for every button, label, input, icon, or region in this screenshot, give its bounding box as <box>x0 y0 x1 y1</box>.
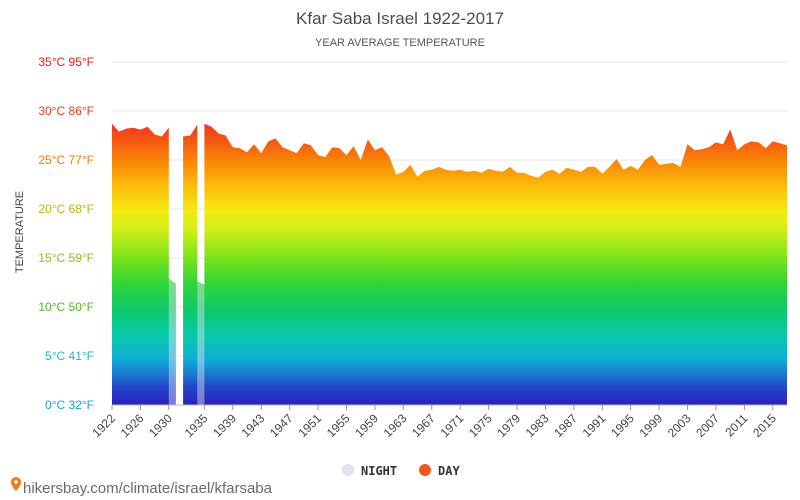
x-tick-label: 1926 <box>118 411 147 440</box>
plot-areas <box>112 123 787 405</box>
x-tick-label: 1967 <box>409 411 438 440</box>
x-tick-label: 1963 <box>381 411 410 440</box>
x-tick-label: 1999 <box>636 411 665 440</box>
x-tick-label: 1987 <box>551 411 580 440</box>
source-attribution[interactable]: hikersbay.com/climate/israel/kfarsaba <box>11 477 273 497</box>
y-tick-label: 20°C 68°F <box>38 202 94 216</box>
night-overlay <box>275 271 368 405</box>
x-tick-label: 1935 <box>182 411 211 440</box>
y-axis-label: TEMPERATURE <box>14 191 26 273</box>
x-tick-label: 2007 <box>693 411 722 440</box>
legend-night-marker <box>342 464 354 476</box>
night-overlay <box>247 283 262 405</box>
chart-title: Kfar Saba Israel 1922-2017 <box>296 9 504 28</box>
legend-day[interactable]: DAY <box>419 464 460 478</box>
night-overlay <box>112 270 176 405</box>
x-tick-label: 1971 <box>438 411 467 440</box>
night-overlay <box>382 227 787 405</box>
x-tick-label: 1975 <box>466 411 495 440</box>
x-tick-label: 1939 <box>210 411 239 440</box>
legend-night[interactable]: NIGHT <box>342 464 397 478</box>
y-tick-label: 5°C 41°F <box>45 349 94 363</box>
y-tick-label: 25°C 77°F <box>38 153 94 167</box>
y-tick-label: 0°C 32°F <box>45 398 94 412</box>
x-tick-label: 1959 <box>352 411 381 440</box>
legend-day-label: DAY <box>438 464 460 478</box>
x-tick-label: 1979 <box>494 411 523 440</box>
map-pin-dot <box>14 480 18 484</box>
x-tick-label: 1922 <box>89 411 118 440</box>
chart-subtitle: YEAR AVERAGE TEMPERATURE <box>315 37 485 49</box>
x-tick-label: 1995 <box>608 411 637 440</box>
x-axis-ticks: 1922 1926 1930 1935 1939 1943 1947 1951 1955 1959… <box>89 404 787 440</box>
y-axis-ticks: 0°C 32°F 5°C 41°F 10°C 50°F 15°C 59°F 20°C 6… <box>38 55 94 412</box>
x-tick-label: 1943 <box>239 411 268 440</box>
legend-night-label: NIGHT <box>361 464 397 478</box>
x-tick-label: 2015 <box>750 411 779 440</box>
y-tick-label: 15°C 59°F <box>38 251 94 265</box>
source-link: hikersbay.com/climate/israel/kfarsaba <box>23 480 273 497</box>
legend: NIGHT DAY <box>342 464 460 478</box>
x-tick-label: 1983 <box>523 411 552 440</box>
x-tick-label: 1951 <box>295 411 324 440</box>
x-tick-label: 1955 <box>324 411 353 440</box>
x-tick-label: 2003 <box>665 411 694 440</box>
legend-day-marker <box>419 464 431 476</box>
night-overlay <box>190 275 226 405</box>
y-tick-label: 10°C 50°F <box>38 300 94 314</box>
map-pin-icon <box>11 477 21 491</box>
y-tick-label: 30°C 86°F <box>38 104 94 118</box>
x-tick-label: 1930 <box>146 411 175 440</box>
x-tick-label: 1947 <box>267 411 296 440</box>
x-tick-label: 1991 <box>580 411 609 440</box>
x-tick-label: 2011 <box>722 411 750 439</box>
y-tick-label: 35°C 95°F <box>38 55 94 69</box>
